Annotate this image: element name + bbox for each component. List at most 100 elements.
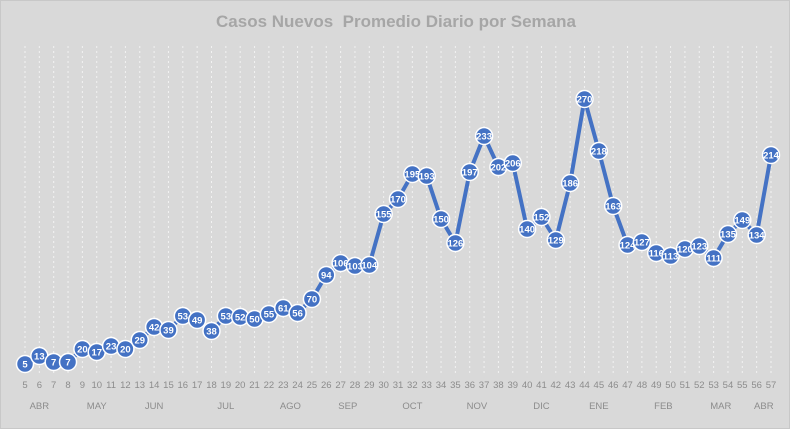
chart-title: Casos Nuevos Promedio Diario por Semana — [216, 12, 576, 31]
data-label: 106 — [333, 259, 349, 270]
data-point — [15, 354, 35, 374]
x-tick-label: 28 — [350, 380, 361, 391]
x-tick-label: 48 — [637, 380, 648, 391]
x-tick-label: 29 — [364, 380, 375, 391]
x-tick-label: 56 — [751, 380, 762, 391]
x-tick-label: 32 — [407, 380, 418, 391]
x-tick-label: 39 — [507, 380, 518, 391]
data-label: 23 — [106, 342, 117, 353]
month-label: DIC — [533, 401, 550, 412]
x-tick-label: 42 — [551, 380, 562, 391]
x-tick-label: 7 — [51, 380, 56, 391]
data-label: 123 — [691, 242, 707, 253]
data-label: 155 — [376, 210, 393, 221]
x-tick-label: 57 — [766, 380, 777, 391]
data-point — [446, 233, 465, 253]
x-tick-label: 52 — [694, 380, 705, 391]
x-tick-label: 35 — [450, 380, 461, 391]
data-point — [704, 248, 723, 268]
x-tick-label: 5 — [22, 380, 27, 391]
month-label: FEB — [654, 401, 672, 412]
x-tick-label: 25 — [307, 380, 318, 391]
data-point — [130, 330, 150, 350]
month-label: JUN — [145, 401, 164, 412]
data-point — [474, 126, 494, 146]
x-tick-label: 34 — [436, 380, 447, 391]
data-point — [560, 173, 580, 193]
x-tick-label: 53 — [708, 380, 719, 391]
data-label: 202 — [490, 163, 506, 174]
data-label: 124 — [620, 241, 637, 252]
data-label: 17 — [91, 348, 102, 359]
data-label: 206 — [505, 159, 521, 170]
x-tick-label: 36 — [464, 380, 475, 391]
x-tick-label: 19 — [221, 380, 232, 391]
data-point — [747, 225, 766, 245]
data-label: 111 — [706, 254, 722, 265]
x-tick-label: 15 — [163, 380, 174, 391]
data-label: 149 — [734, 216, 750, 227]
data-label: 38 — [206, 327, 217, 338]
x-tick-label: 33 — [421, 380, 432, 391]
data-label: 126 — [447, 239, 463, 250]
x-tick-label: 44 — [579, 380, 590, 391]
data-label: 233 — [476, 132, 492, 143]
x-tick-label: 17 — [192, 380, 203, 391]
data-point — [632, 232, 652, 252]
data-label: 20 — [77, 345, 88, 356]
data-label: 104 — [361, 261, 378, 272]
x-tick-label: 43 — [565, 380, 576, 391]
data-label: 49 — [192, 316, 203, 327]
data-point — [733, 210, 752, 230]
data-label: 120 — [677, 245, 693, 256]
data-label: 140 — [519, 225, 535, 236]
data-point — [532, 207, 551, 227]
data-point — [761, 145, 781, 165]
x-tick-label: 55 — [737, 380, 748, 391]
x-tick-label: 31 — [393, 380, 404, 391]
data-label: 113 — [663, 252, 678, 263]
data-label: 186 — [562, 179, 578, 190]
data-label: 55 — [264, 310, 275, 321]
x-tick-label: 49 — [651, 380, 662, 391]
x-tick-label: 37 — [479, 380, 490, 391]
data-point — [58, 352, 78, 372]
data-label: 70 — [307, 295, 318, 306]
data-label: 170 — [390, 195, 406, 206]
data-label: 94 — [321, 271, 332, 282]
data-point — [503, 153, 523, 173]
x-tick-label: 13 — [134, 380, 145, 391]
month-label: ENE — [589, 401, 609, 412]
month-label: AGO — [280, 401, 301, 412]
data-point — [317, 265, 336, 285]
data-label: 53 — [221, 312, 232, 323]
data-point — [517, 219, 537, 239]
x-tick-label: 24 — [292, 380, 303, 391]
month-label: ABR — [30, 401, 50, 412]
x-tick-label: 30 — [378, 380, 389, 391]
data-label: 135 — [720, 230, 737, 241]
x-tick-label: 46 — [608, 380, 619, 391]
data-label: 13 — [34, 352, 45, 363]
month-label: SEP — [338, 401, 357, 412]
data-point — [603, 196, 623, 216]
data-point — [202, 321, 221, 341]
data-point — [374, 204, 393, 224]
data-label: 39 — [163, 326, 174, 337]
data-point — [360, 255, 379, 275]
data-label: 50 — [249, 315, 260, 326]
data-point — [460, 162, 479, 182]
data-label: 270 — [577, 95, 593, 106]
x-tick-label: 22 — [264, 380, 275, 391]
data-label: 56 — [292, 309, 303, 320]
x-tick-label: 40 — [522, 380, 533, 391]
data-label: 53 — [178, 312, 189, 323]
data-label: 7 — [65, 358, 70, 369]
data-label: 116 — [649, 249, 664, 260]
data-label: 129 — [548, 236, 564, 247]
x-tick-label: 11 — [106, 380, 116, 391]
x-tick-label: 8 — [65, 380, 70, 391]
data-label: 103 — [347, 262, 363, 273]
data-point — [302, 289, 322, 309]
